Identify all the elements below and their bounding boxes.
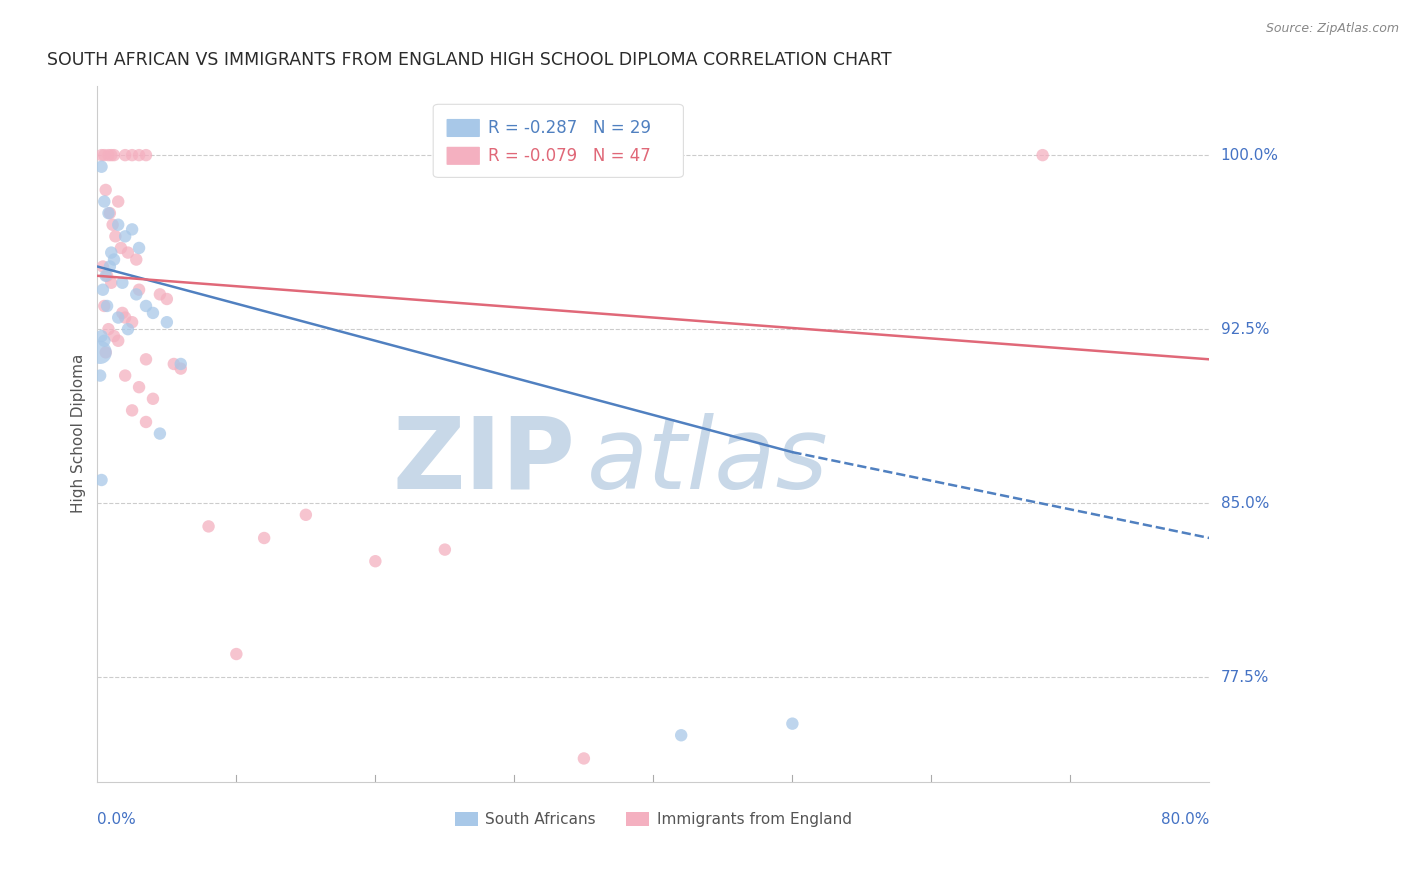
Point [94, 345, 117, 359]
Point [135, 415, 157, 429]
Point [90, 160, 112, 174]
Point [89, 368, 111, 383]
Point [111, 276, 134, 290]
Point [142, 392, 165, 406]
Point [101, 218, 124, 232]
Text: R = -0.287   N = 29: R = -0.287 N = 29 [488, 119, 651, 137]
Text: R = -0.079   N = 47: R = -0.079 N = 47 [488, 147, 651, 165]
Point [103, 252, 125, 267]
Point [93, 194, 115, 209]
Point [170, 357, 193, 371]
Point [93, 148, 115, 162]
Point [98, 206, 121, 220]
Point [110, 241, 132, 255]
Point [128, 380, 150, 394]
Point [91, 283, 114, 297]
Point [111, 306, 134, 320]
Point [1032, 148, 1054, 162]
Point [364, 554, 387, 568]
Point [128, 148, 150, 162]
FancyBboxPatch shape [447, 147, 479, 165]
Point [128, 241, 150, 255]
Point [100, 276, 122, 290]
Y-axis label: High School Diploma: High School Diploma [72, 354, 86, 513]
Point [121, 403, 143, 417]
Point [149, 426, 172, 441]
Point [90, 329, 112, 343]
Point [107, 310, 129, 325]
Point [149, 287, 172, 301]
Point [163, 357, 186, 371]
Text: 0.0%: 0.0% [97, 813, 136, 827]
Point [94, 183, 117, 197]
Point [156, 292, 179, 306]
Point [125, 287, 148, 301]
Point [89, 345, 111, 359]
Point [572, 751, 595, 765]
Point [114, 148, 136, 162]
Point [96, 268, 118, 283]
Point [97, 322, 120, 336]
Point [156, 315, 179, 329]
Point [253, 531, 276, 545]
Point [107, 194, 129, 209]
Point [125, 252, 148, 267]
Point [135, 299, 157, 313]
Point [93, 334, 115, 348]
Text: atlas: atlas [586, 413, 828, 510]
Point [91, 260, 114, 274]
Point [197, 519, 219, 533]
Point [295, 508, 318, 522]
Point [90, 148, 112, 162]
Point [107, 334, 129, 348]
Text: 80.0%: 80.0% [1161, 813, 1209, 827]
FancyBboxPatch shape [433, 104, 683, 178]
Text: SOUTH AFRICAN VS IMMIGRANTS FROM ENGLAND HIGH SCHOOL DIPLOMA CORRELATION CHART: SOUTH AFRICAN VS IMMIGRANTS FROM ENGLAND… [48, 51, 891, 69]
Point [114, 229, 136, 244]
Point [142, 306, 165, 320]
Point [170, 361, 193, 376]
Point [97, 206, 120, 220]
Point [128, 283, 150, 297]
FancyBboxPatch shape [447, 119, 479, 137]
Point [94, 268, 117, 283]
Text: 92.5%: 92.5% [1220, 322, 1270, 336]
Text: 77.5%: 77.5% [1220, 670, 1268, 685]
Point [225, 647, 247, 661]
Point [121, 148, 143, 162]
Point [100, 245, 122, 260]
Point [117, 322, 139, 336]
Point [433, 542, 456, 557]
Point [669, 728, 692, 742]
Text: ZIP: ZIP [392, 413, 575, 510]
Text: Source: ZipAtlas.com: Source: ZipAtlas.com [1265, 22, 1399, 36]
Point [135, 352, 157, 367]
Point [135, 148, 157, 162]
Point [104, 229, 127, 244]
Point [121, 222, 143, 236]
Point [100, 148, 122, 162]
Text: 100.0%: 100.0% [1220, 148, 1278, 162]
Point [114, 368, 136, 383]
Point [103, 148, 125, 162]
Point [107, 218, 129, 232]
Point [93, 299, 115, 313]
Point [114, 310, 136, 325]
Point [97, 148, 120, 162]
Text: 85.0%: 85.0% [1220, 496, 1268, 511]
Point [117, 245, 139, 260]
Point [103, 329, 125, 343]
Point [782, 716, 804, 731]
Point [90, 473, 112, 487]
Point [96, 299, 118, 313]
Point [98, 260, 121, 274]
Point [121, 315, 143, 329]
Legend: South Africans, Immigrants from England: South Africans, Immigrants from England [449, 805, 858, 833]
